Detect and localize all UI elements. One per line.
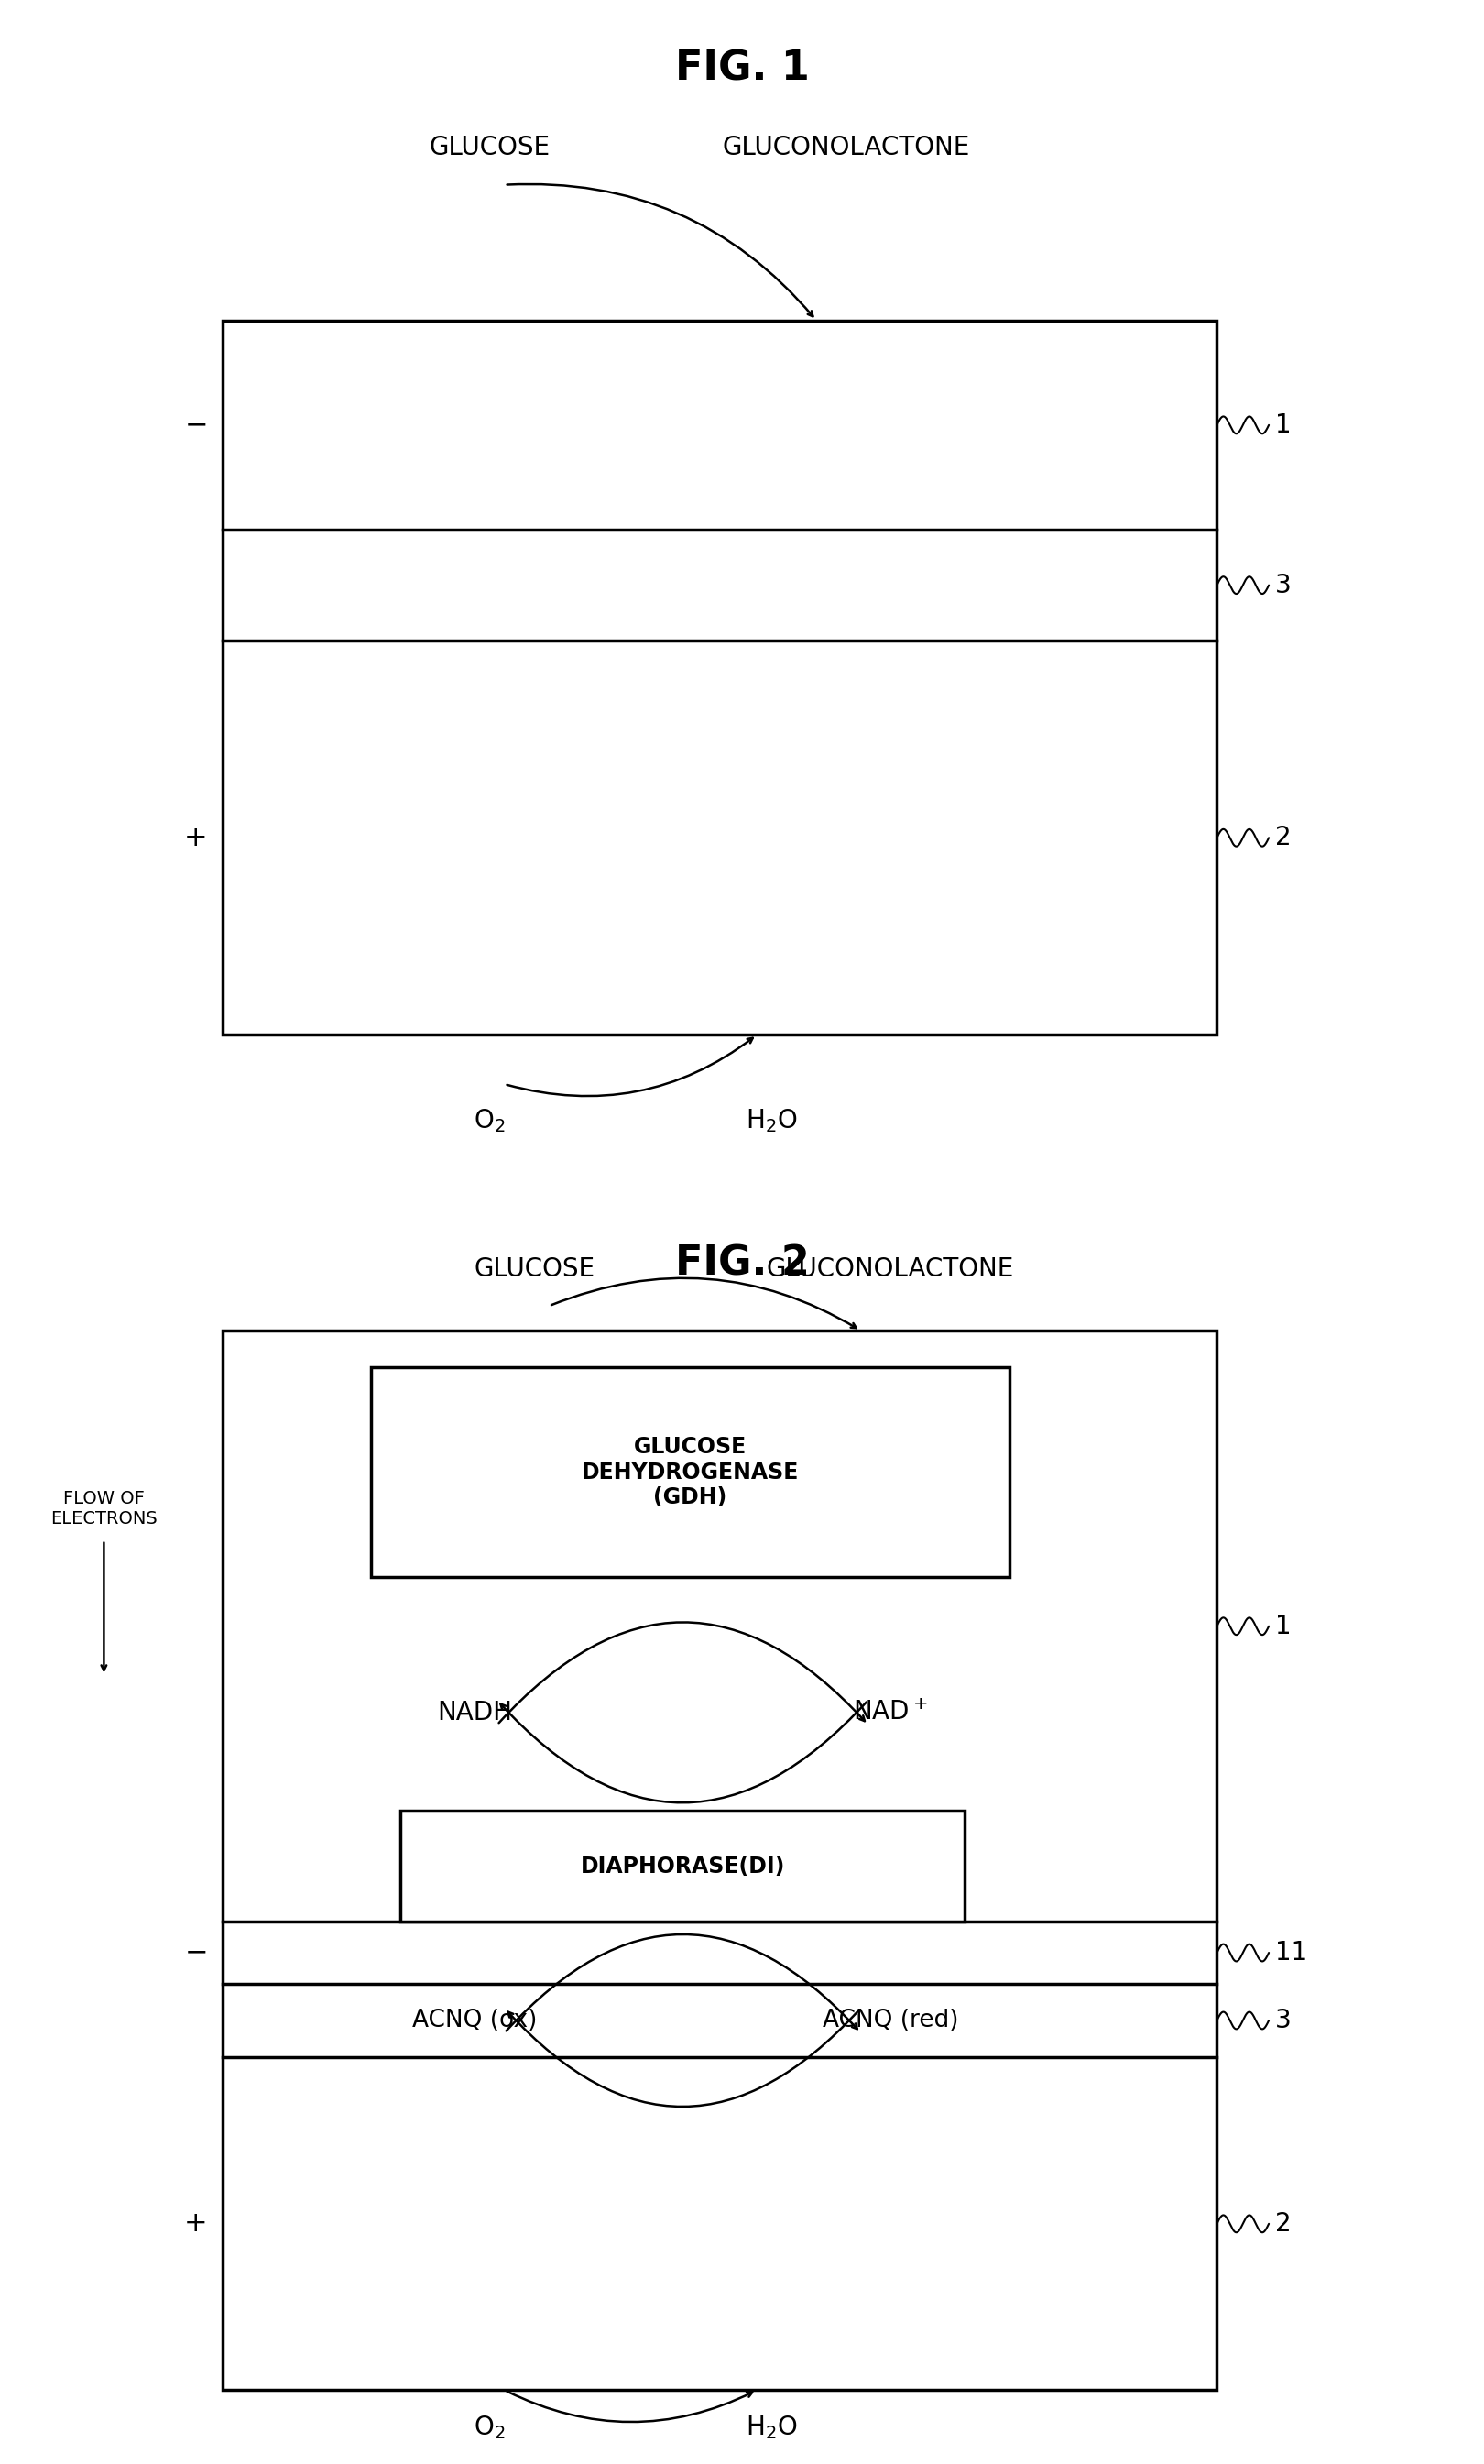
Text: 2: 2 (1275, 2210, 1291, 2237)
FancyBboxPatch shape (371, 1368, 1009, 1577)
Text: GLUCOSE: GLUCOSE (473, 1257, 595, 1281)
Text: O$_2$: O$_2$ (473, 1106, 506, 1136)
Text: GLUCONOLACTONE: GLUCONOLACTONE (723, 136, 969, 160)
Text: NADH: NADH (438, 1700, 512, 1725)
Text: ACNQ (ox): ACNQ (ox) (413, 2008, 537, 2033)
Text: 2: 2 (1275, 825, 1291, 850)
Text: 3: 3 (1275, 2008, 1291, 2033)
Text: +: + (184, 2210, 208, 2237)
Text: NAD$^+$: NAD$^+$ (853, 1700, 928, 1725)
Text: H$_2$O: H$_2$O (746, 1106, 797, 1136)
Text: 1: 1 (1275, 1614, 1291, 1639)
Text: O$_2$: O$_2$ (473, 2412, 506, 2442)
Text: GLUCONOLACTONE: GLUCONOLACTONE (767, 1257, 1014, 1281)
Text: 3: 3 (1275, 572, 1291, 599)
FancyBboxPatch shape (223, 1331, 1217, 2390)
Text: ACNQ (red): ACNQ (red) (822, 2008, 959, 2033)
Text: DIAPHORASE(DI): DIAPHORASE(DI) (580, 1855, 785, 1878)
Text: FLOW OF
ELECTRONS: FLOW OF ELECTRONS (50, 1491, 157, 1528)
Text: FIG. 2: FIG. 2 (675, 1244, 809, 1284)
Text: +: + (184, 825, 208, 850)
Text: −: − (184, 1939, 208, 1966)
FancyBboxPatch shape (223, 320, 1217, 1035)
Text: GLUCOSE: GLUCOSE (429, 136, 551, 160)
Text: GLUCOSE
DEHYDROGENASE
(GDH): GLUCOSE DEHYDROGENASE (GDH) (582, 1437, 798, 1508)
Text: H$_2$O: H$_2$O (746, 2412, 797, 2442)
FancyBboxPatch shape (401, 1811, 965, 1922)
Text: 1: 1 (1275, 411, 1291, 439)
Text: FIG. 1: FIG. 1 (675, 49, 809, 89)
Text: 11: 11 (1275, 1939, 1307, 1966)
Text: −: − (184, 411, 208, 439)
